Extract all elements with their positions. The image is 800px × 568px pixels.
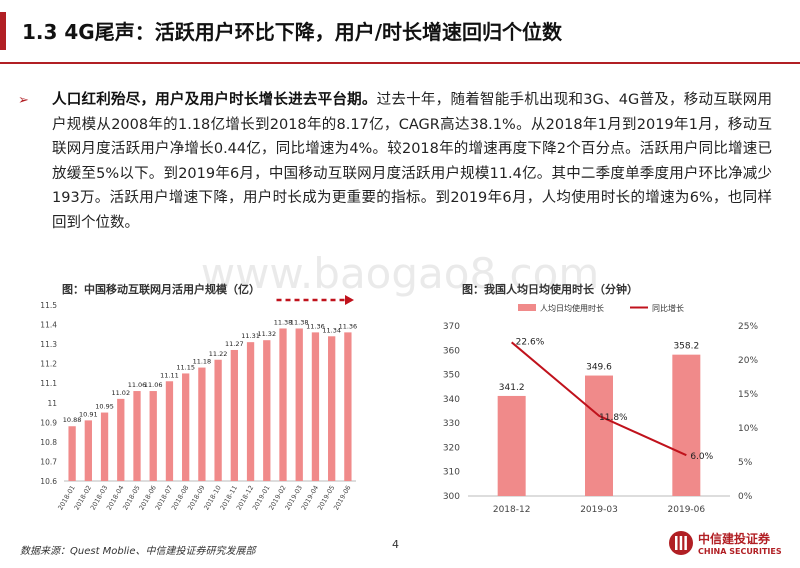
bar-2019-06 [672, 354, 701, 496]
bar-2018-09 [198, 367, 206, 481]
chart1-caption: 图：中国移动互联网月活用户规模（亿） [62, 283, 260, 296]
y-right-tick-label: 5% [738, 458, 753, 468]
y-right-tick-label: 15% [738, 390, 758, 400]
title-accent [0, 12, 6, 50]
legend-label-bar: 人均日均使用时长 [540, 303, 604, 313]
data-label: 11.27 [225, 340, 244, 348]
x-tick-label: 2019-03 [580, 505, 618, 515]
data-label: 11.11 [160, 371, 179, 379]
logo-mark-icon [669, 531, 693, 555]
bar-2018-10 [214, 359, 222, 481]
data-label: 10.95 [95, 403, 114, 411]
trend-arrow-head [345, 295, 354, 305]
bar-2019-03 [295, 328, 303, 481]
paragraph-lead: 人口红利殆尽，用户及用户时长增长进去平台期。 [52, 92, 377, 108]
data-label: 11.38 [274, 318, 293, 326]
bar-2019-03 [585, 375, 613, 496]
data-label: 11.06 [128, 381, 147, 389]
bar-2018-11 [230, 349, 238, 481]
data-label: 11.36 [306, 322, 325, 330]
legend-swatch-bar [518, 304, 536, 311]
data-label: 11.36 [339, 322, 358, 330]
y-left-tick-label: 370 [443, 322, 460, 332]
data-label: 10.91 [79, 410, 98, 418]
y-tick-label: 11.4 [40, 321, 57, 330]
data-label: 11.15 [176, 363, 195, 371]
page-number: 4 [392, 538, 399, 551]
bullet-icon: ➢ [18, 93, 29, 108]
bar-2019-04 [311, 332, 320, 481]
x-tick-label: 2018-12 [493, 505, 531, 515]
logo-name-cn: 中信建投证券 [698, 532, 771, 546]
bar-2018-12 [497, 395, 526, 496]
footer-source: 数据来源：Quest Moblie、中信建投证券研究发展部 [20, 546, 256, 557]
bar-2018-05 [133, 391, 141, 481]
data-label: 11.32 [257, 330, 276, 338]
bar-2018-06 [149, 391, 157, 481]
bar-2019-02 [279, 328, 287, 481]
data-label: 11.02 [111, 389, 130, 397]
y-left-tick-label: 350 [443, 371, 460, 381]
y-tick-label: 10.6 [40, 477, 57, 486]
y-tick-label: 11.1 [40, 379, 57, 388]
y-left-tick-label: 300 [443, 492, 460, 502]
data-label: 11.31 [241, 332, 260, 340]
data-label: 11.34 [322, 326, 341, 334]
y-tick-label: 10.9 [40, 418, 57, 427]
line-data-label: 22.6% [516, 337, 545, 347]
y-tick-label: 11.5 [40, 301, 57, 310]
line-data-label: 11.8% [599, 413, 628, 423]
company-logo: 中信建投证券 CHINA SECURITIES [668, 530, 792, 562]
page-title: 1.3 4G尾声：活跃用户环比下降，用户/时长增速回归个位数 [22, 20, 563, 44]
title-bar: 1.3 4G尾声：活跃用户环比下降，用户/时长增速回归个位数 [0, 0, 800, 64]
chart2-caption: 图：我国人均日均使用时长（分钟） [462, 283, 638, 296]
y-tick-label: 11.3 [40, 340, 57, 349]
data-label: 11.22 [209, 350, 228, 358]
line-data-label: 6.0% [690, 452, 713, 462]
bar-2018-12 [246, 342, 255, 481]
x-tick-label: 2019-06 [668, 505, 706, 515]
y-tick-label: 11 [47, 399, 57, 408]
y-left-tick-label: 310 [443, 468, 460, 478]
bar-2018-03 [100, 412, 109, 481]
logo-name-en: CHINA SECURITIES [698, 547, 782, 556]
bar-2019-06 [344, 332, 352, 481]
y-tick-label: 11.2 [40, 360, 57, 369]
bar-data-label: 349.6 [586, 363, 612, 373]
paragraph-text: 过去十年，随着智能手机出现和3G、4G普及，移动互联网用户规模从2008年的1.… [52, 92, 773, 231]
y-right-tick-label: 10% [738, 424, 758, 434]
y-tick-label: 10.8 [40, 438, 57, 447]
y-left-tick-label: 340 [443, 395, 460, 405]
bar-data-label: 341.2 [499, 383, 525, 393]
bar-2018-02 [84, 420, 92, 481]
body-paragraph: 人口红利殆尽，用户及用户时长增长进去平台期。过去十年，随着智能手机出现和3G、4… [52, 88, 772, 235]
y-right-tick-label: 20% [738, 356, 758, 366]
bar-data-label: 358.2 [673, 342, 699, 352]
bar-2019-01 [263, 340, 271, 481]
bar-2018-01 [68, 426, 76, 481]
bar-2019-05 [328, 336, 336, 481]
y-tick-label: 10.7 [40, 457, 57, 466]
data-label: 11.38 [290, 318, 309, 326]
y-left-tick-label: 330 [443, 419, 460, 429]
y-right-tick-label: 0% [738, 492, 753, 502]
y-left-tick-label: 320 [443, 443, 460, 453]
y-right-tick-label: 25% [738, 322, 758, 332]
legend-label-line: 同比增长 [652, 303, 684, 313]
data-label: 10.88 [63, 416, 82, 424]
growth-line [511, 341, 687, 457]
y-left-tick-label: 360 [443, 346, 460, 356]
bar-2018-08 [182, 373, 190, 481]
data-label: 11.18 [193, 358, 212, 366]
data-label: 11.06 [144, 381, 163, 389]
bar-2018-07 [165, 381, 174, 481]
bar-2018-04 [117, 398, 125, 481]
